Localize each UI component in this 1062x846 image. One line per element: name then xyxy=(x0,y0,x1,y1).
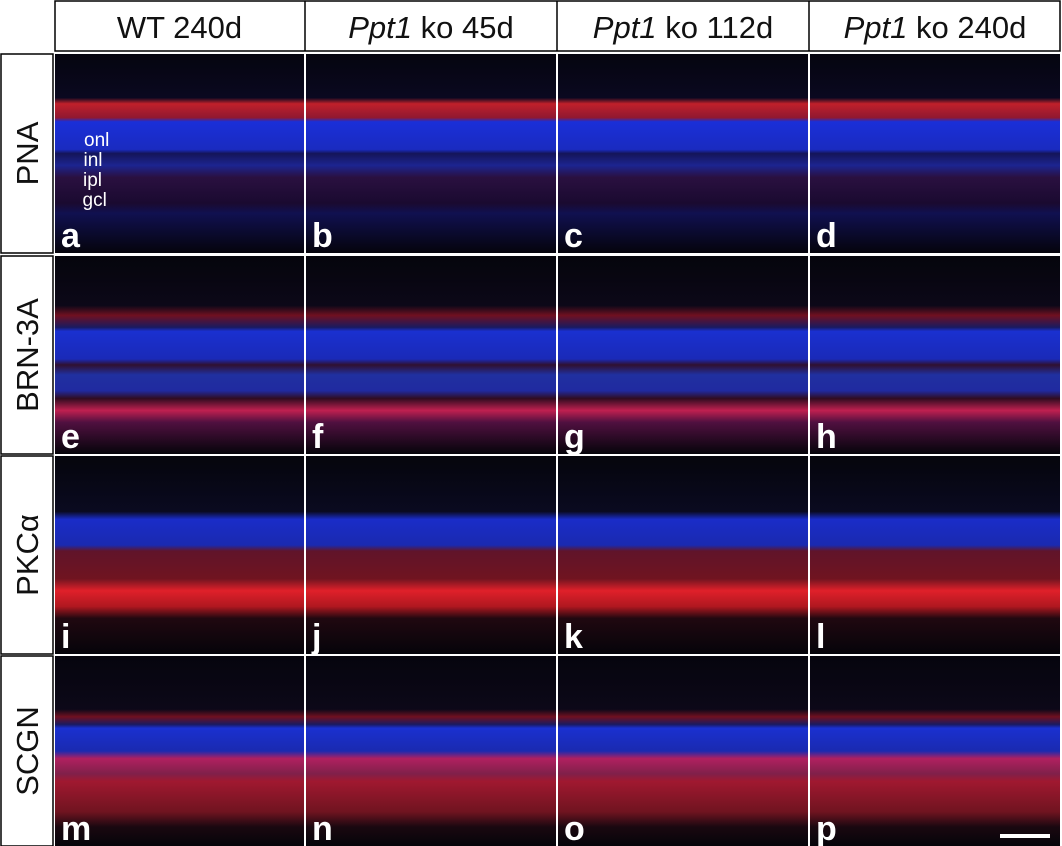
panel-letter: c xyxy=(564,217,583,255)
row-label: BRN-3A xyxy=(10,298,45,412)
panel-letter: m xyxy=(61,810,91,846)
panel-letter: l xyxy=(816,618,825,656)
panel-letter: p xyxy=(816,810,837,846)
panel-letter: b xyxy=(312,217,333,255)
micrograph-panel xyxy=(306,54,556,253)
micrograph-panel xyxy=(558,456,808,654)
row-label: SCGN xyxy=(10,706,45,796)
row-label-box xyxy=(0,255,54,455)
header-text: ko 45d xyxy=(421,10,514,45)
column-header: Ppt1 ko 112d xyxy=(593,10,773,45)
layer-label: ipl xyxy=(83,170,102,191)
column-header: Ppt1 ko 240d xyxy=(844,10,1027,45)
micrograph-panel xyxy=(810,256,1060,454)
micrograph-panel xyxy=(55,456,304,654)
micrograph-panel xyxy=(306,656,556,846)
header-text: WT 240d xyxy=(117,10,242,45)
micrograph-panel xyxy=(810,456,1060,654)
panel-letter: h xyxy=(816,418,837,456)
panel-letter: a xyxy=(61,217,81,255)
header-gene: Ppt1 xyxy=(593,10,657,45)
micrograph-panel xyxy=(306,256,556,454)
panel-letter: d xyxy=(816,217,837,255)
panel-letter: f xyxy=(312,418,324,456)
micrograph-panel xyxy=(810,656,1060,846)
row-label-box xyxy=(0,655,54,846)
column-header: Ppt1 ko 45d xyxy=(348,10,513,45)
header-gene: Ppt1 xyxy=(348,10,412,45)
panel-letter: g xyxy=(564,418,585,456)
layer-label: inl xyxy=(84,150,103,171)
panel-letter: j xyxy=(311,618,321,656)
panel-letter: i xyxy=(61,618,70,656)
panel-letter: k xyxy=(564,618,583,656)
layer-label: onl xyxy=(84,130,109,151)
panel-letter: e xyxy=(61,418,80,456)
micrograph-panel xyxy=(55,54,304,253)
micrograph-panel xyxy=(558,256,808,454)
header-gene: Ppt1 xyxy=(844,10,908,45)
column-header: WT 240d xyxy=(117,10,242,45)
micrograph-panel xyxy=(558,54,808,253)
row-label: PNA xyxy=(10,121,45,185)
row-label-box xyxy=(0,53,54,254)
micrograph-panel xyxy=(55,656,304,846)
micrograph-panel xyxy=(810,54,1060,253)
panel-letter: o xyxy=(564,810,585,846)
micrograph-panel xyxy=(55,256,304,454)
layer-label: gcl xyxy=(83,190,107,211)
panel-letter: n xyxy=(312,810,333,846)
row-label: PKCα xyxy=(10,514,45,596)
header-text: ko 240d xyxy=(916,10,1026,45)
header-text: ko 112d xyxy=(665,10,773,45)
micrograph-panel xyxy=(306,456,556,654)
micrograph-panel xyxy=(558,656,808,846)
row-label-box xyxy=(0,455,54,655)
